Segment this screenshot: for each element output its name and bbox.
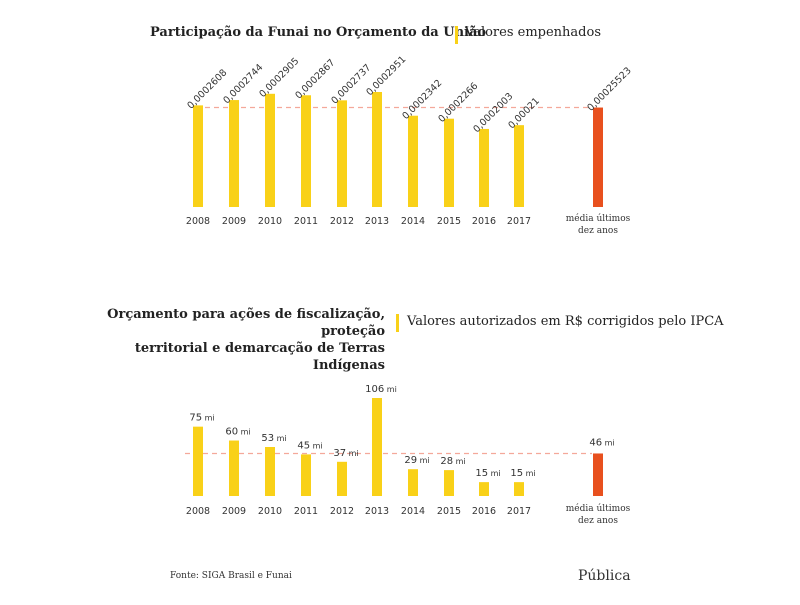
- chart2-bar-2017: [514, 482, 524, 496]
- value-number: 37: [333, 448, 346, 459]
- chart1-bar-2011: [301, 95, 311, 207]
- chart1-subtitle: Valores empenhados: [465, 25, 601, 40]
- chart1-bar-2008: [193, 105, 203, 207]
- value-number: 106: [365, 384, 384, 395]
- value-unit: mi: [274, 434, 287, 443]
- chart2-bar-2012: [337, 461, 347, 496]
- value-unit: mi: [346, 449, 359, 458]
- value-number: 75: [189, 413, 202, 424]
- chart2-x-tick: 2014: [401, 506, 425, 517]
- value-unit: mi: [488, 469, 501, 478]
- chart1-title-separator: [455, 26, 458, 44]
- chart2-x-tick: 2016: [472, 506, 496, 517]
- chart2-title-separator: [396, 314, 399, 332]
- chart2-title-line1: Orçamento para ações de fiscalização, pr…: [107, 307, 385, 339]
- chart1-bar-2017: [514, 125, 524, 207]
- chart2-bar-2014: [408, 469, 418, 496]
- value-unit: mi: [310, 441, 323, 450]
- chart2-x-tick: 2015: [437, 506, 461, 517]
- chart2-bar-2013: [372, 398, 382, 496]
- value-number: 46: [589, 437, 602, 448]
- chart2-average-value-label: 46 mi: [589, 437, 614, 448]
- chart1-average-label: dez anos: [578, 226, 618, 236]
- chart2-x-tick: 2011: [294, 506, 318, 517]
- chart2-title: Orçamento para ações de fiscalização, pr…: [60, 306, 385, 374]
- chart2-value-label: 60 mi: [225, 427, 250, 438]
- value-unit: mi: [523, 469, 536, 478]
- chart2-value-label: 53 mi: [261, 433, 286, 444]
- value-unit: mi: [602, 438, 615, 447]
- chart1-x-tick: 2017: [507, 216, 531, 227]
- chart1-x-tick: 2010: [258, 216, 282, 227]
- value-number: 53: [261, 433, 274, 444]
- chart2-x-tick: 2012: [330, 506, 354, 517]
- chart2-value-label: 15 mi: [510, 468, 535, 479]
- chart1-value-label: 0,0002266: [436, 81, 480, 125]
- chart1-x-tick: 2013: [365, 216, 389, 227]
- chart2-value-label: 45 mi: [297, 440, 322, 451]
- chart1-x-tick: 2011: [294, 216, 318, 227]
- chart1-x-tick: 2008: [186, 216, 210, 227]
- chart1-bar-2014: [408, 115, 418, 207]
- chart2-value-label: 106 mi: [365, 384, 397, 395]
- value-number: 60: [225, 427, 238, 438]
- chart2-x-tick: 2010: [258, 506, 282, 517]
- chart1-bar-2009: [229, 100, 239, 207]
- value-number: 45: [297, 440, 310, 451]
- value-unit: mi: [202, 414, 215, 423]
- chart2-bar-2015: [444, 470, 454, 496]
- chart2-average-label: média últimos: [566, 503, 631, 514]
- chart1-value-label: 0,0002951: [364, 54, 408, 98]
- chart2-x-tick: 2008: [186, 506, 210, 517]
- value-unit: mi: [384, 385, 397, 394]
- publica-logo: Pública: [578, 568, 631, 584]
- source-note: Fonte: SIGA Brasil e Funai: [170, 571, 292, 581]
- chart2-bar-2010: [265, 447, 275, 496]
- value-unit: mi: [238, 428, 251, 437]
- chart1-bar-2013: [372, 92, 382, 207]
- chart2-bar-2008: [193, 426, 203, 496]
- chart1-bar-2015: [444, 118, 454, 207]
- chart1-value-label: 0,0002744: [221, 62, 265, 106]
- chart1-bar-2016: [479, 128, 489, 207]
- chart2-value-label: 28 mi: [440, 456, 465, 467]
- chart1-bar-2012: [337, 100, 347, 207]
- chart1-x-tick: 2015: [437, 216, 461, 227]
- chart2-bar-2016: [479, 482, 489, 496]
- chart2-title-line2: territorial e demarcação de Terras Indíg…: [134, 341, 385, 373]
- value-number: 28: [440, 456, 453, 467]
- chart2-bar-2011: [301, 454, 311, 496]
- chart1-average-value-label: 0,00025523: [585, 65, 633, 113]
- chart1-title: Participação da Funai no Orçamento da Un…: [150, 25, 487, 40]
- chart2-value-label: 15 mi: [475, 468, 500, 479]
- chart1-value-label: 0,0002608: [185, 67, 229, 111]
- value-number: 15: [475, 468, 488, 479]
- chart2-x-tick: 2017: [507, 506, 531, 517]
- chart1-average-bar: [593, 107, 603, 207]
- chart2-bar-2009: [229, 440, 239, 496]
- chart1-bar-2010: [265, 93, 275, 207]
- chart1-value-label: 0,0002003: [471, 91, 515, 135]
- chart2-average-bar: [593, 453, 603, 496]
- value-unit: mi: [417, 456, 430, 465]
- chart2-value-label: 75 mi: [189, 413, 214, 424]
- chart1-x-tick: 2012: [330, 216, 354, 227]
- chart2-subtitle: Valores autorizados em R$ corrigidos pel…: [407, 314, 724, 329]
- chart1-x-tick: 2014: [401, 216, 425, 227]
- chart2-x-tick: 2009: [222, 506, 246, 517]
- chart1-x-tick: 2009: [222, 216, 246, 227]
- value-number: 15: [510, 468, 523, 479]
- chart2-x-tick: 2013: [365, 506, 389, 517]
- chart2-value-label: 29 mi: [404, 455, 429, 466]
- chart2-value-label: 37 mi: [333, 448, 358, 459]
- value-number: 29: [404, 455, 417, 466]
- value-unit: mi: [453, 457, 466, 466]
- chart1-x-tick: 2016: [472, 216, 496, 227]
- chart1-value-label: 0,0002737: [329, 62, 373, 106]
- chart1-average-label: média últimos: [566, 213, 631, 224]
- chart2-average-label: dez anos: [578, 516, 618, 526]
